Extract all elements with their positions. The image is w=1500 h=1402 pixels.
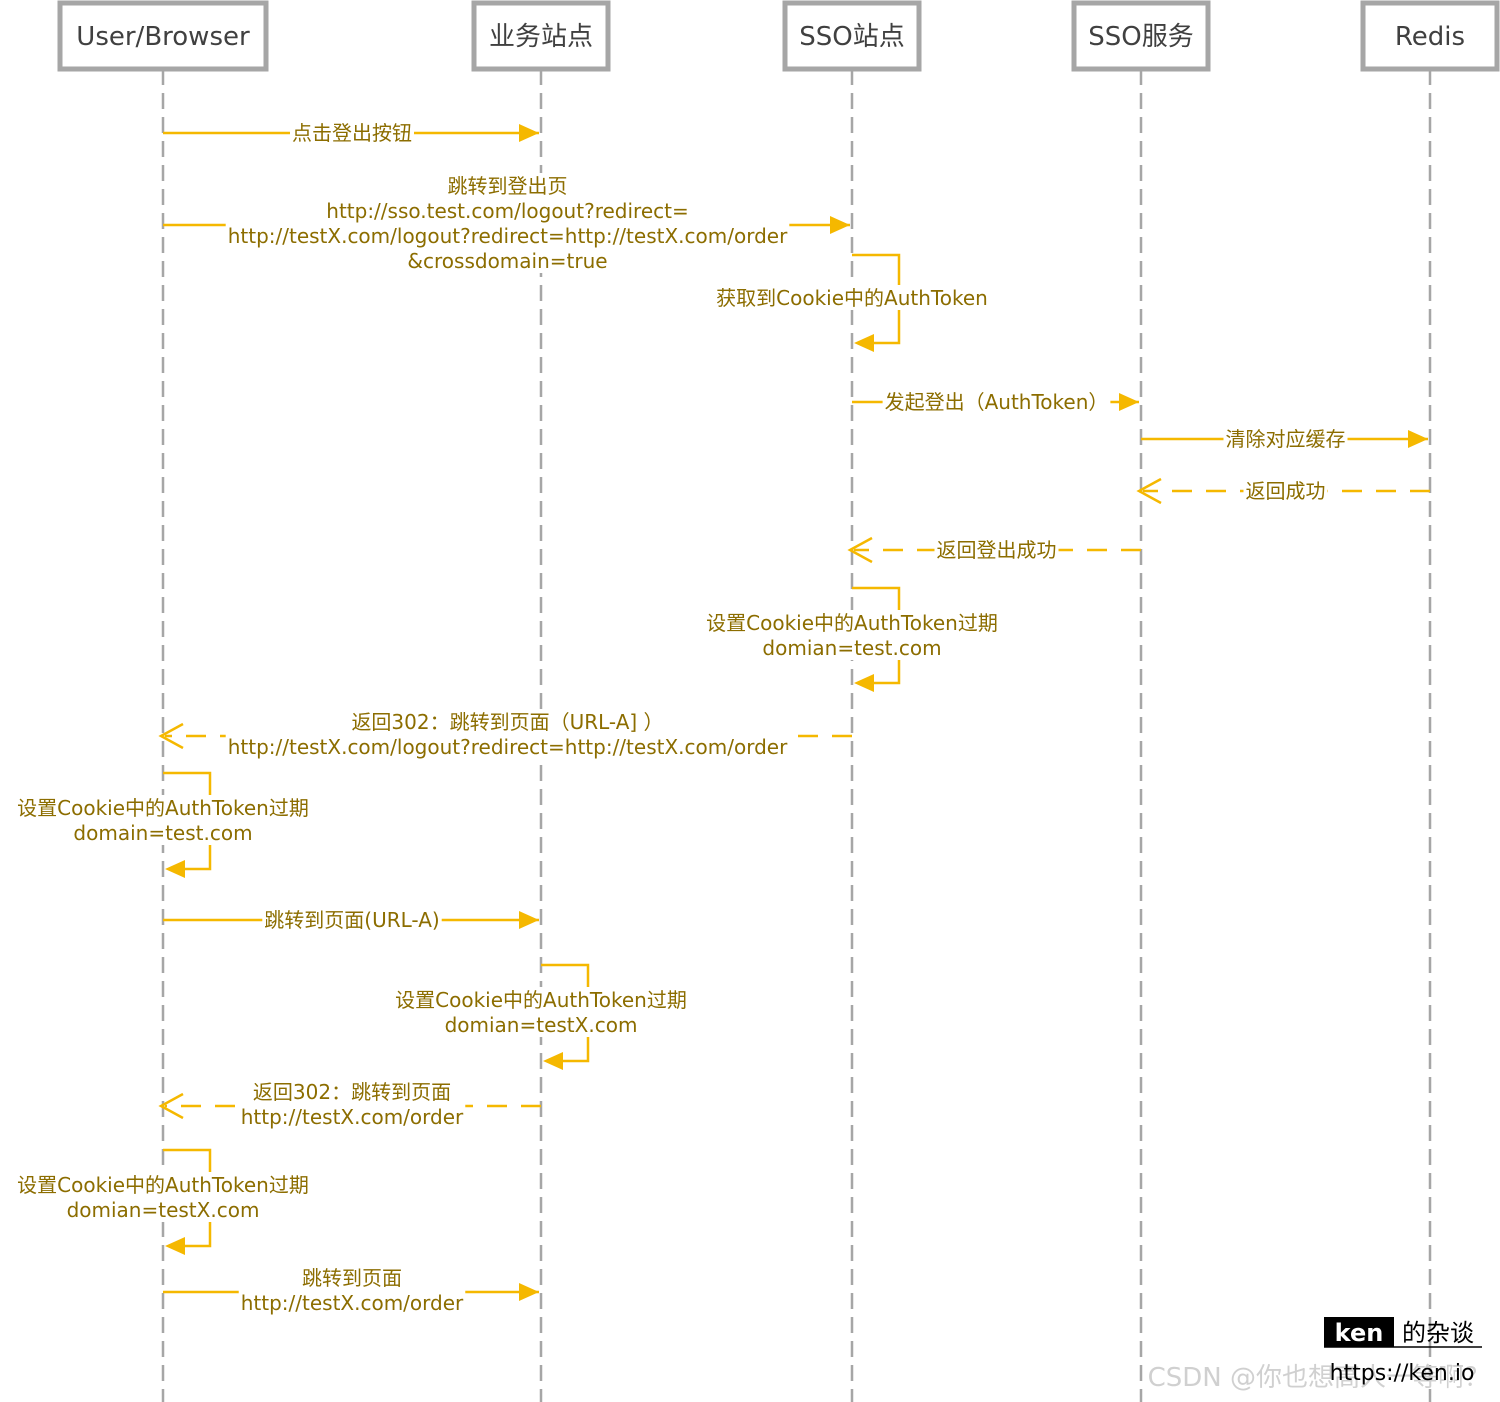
message-label-line: &crossdomain=true [407,249,607,273]
message-3: 获取到Cookie中的AuthToken [714,253,990,352]
csdn-watermark: CSDN @你也想高人一等啊？ [1148,1363,1490,1393]
arrow-head-open [1136,477,1162,505]
message-label-bg [290,120,414,145]
message-label-line: 设置Cookie中的AuthToken过期 [17,1173,309,1197]
message-2: 跳转到登出页http://sso.test.com/logout?redirec… [163,173,850,273]
participant-label: SSO站点 [799,22,904,52]
arrow-head-open [158,1092,184,1120]
message-label-line: 返回成功 [1246,479,1326,503]
message-label-line: 返回302：跳转到页面（URL-A] ） [351,710,663,734]
ken-logo-text: ken [1335,1319,1384,1347]
message-label-line: http://testX.com/logout?redirect=http://… [228,224,788,248]
message-label-bg [1223,426,1348,451]
message-label-line: domian=testX.com [445,1013,638,1037]
message-11: 跳转到页面(URL-A) [163,907,539,932]
arrow-head-solid [854,334,874,352]
message-label-line: 跳转到登出页 [448,174,568,198]
message-label-bg [15,1172,311,1222]
message-label-bg [238,1265,466,1315]
participant-box [57,0,269,72]
message-label-line: http://testX.com/logout?redirect=http://… [228,735,788,759]
arrow-head-solid [854,674,874,692]
message-7: 返回登出成功 [847,536,1141,564]
arrow-head-solid [519,911,539,929]
participant-label: Redis [1395,22,1465,52]
message-label-line: http://sso.test.com/logout?redirect= [326,199,688,223]
message-label-line: 设置Cookie中的AuthToken过期 [17,796,309,820]
message-label-line: http://testX.com/order [241,1105,464,1129]
message-label-bg [934,537,1059,562]
message-label-line: 返回302：跳转到页面 [253,1080,451,1104]
participant-biz: 业务站点 [471,0,611,72]
message-label-line: 设置Cookie中的AuthToken过期 [706,611,998,635]
watermark: CSDN @你也想高人一等啊？ ken 的杂谈 https://ken.io [1148,1317,1490,1393]
arrow-head-open [158,722,184,750]
message-label-line: 发起登出（AuthToken） [885,390,1109,414]
message-label-line: 跳转到页面 [302,1266,402,1290]
message-1: 点击登出按钮 [163,120,539,145]
message-label-bg [225,709,790,759]
participants: User/Browser 业务站点 SSO站点 SSO服务 Redis [57,0,1500,72]
arrow-head-solid [519,1283,539,1301]
participant-user: User/Browser [57,0,269,72]
participant-sso: SSO站点 [782,0,922,72]
message-5: 清除对应缓存 [1141,426,1428,451]
message-label-line: 清除对应缓存 [1226,427,1346,451]
participant-box [1071,0,1211,72]
message-label-bg [704,610,1000,660]
ken-logo-suffix: 的杂谈 [1402,1319,1474,1347]
message-label-line: domain=test.com [73,821,252,845]
message-label-line: domian=test.com [762,636,941,660]
message-6: 返回成功 [1136,477,1430,505]
message-9: 返回302：跳转到页面（URL-A] ）http://testX.com/log… [158,709,852,759]
message-label-bg [714,285,990,310]
arrow-head-solid [165,1237,185,1255]
participant-label: SSO服务 [1088,22,1193,52]
message-label-bg [882,389,1111,414]
arrow-head-solid [519,124,539,142]
message-label-bg [393,987,689,1037]
arrow-head-solid [543,1052,563,1070]
message-label-bg [262,907,442,932]
arrow-head-solid [1408,430,1428,448]
message-label-bg [238,1079,466,1129]
participant-label: User/Browser [76,22,250,52]
message-label-line: http://testX.com/order [241,1291,464,1315]
participant-ssosvc: SSO服务 [1071,0,1211,72]
message-label-bg [225,173,790,273]
message-label-bg [15,795,311,845]
message-label-line: 返回登出成功 [937,538,1057,562]
message-label-line: 跳转到页面(URL-A) [264,908,439,932]
ken-url: https://ken.io [1330,1361,1475,1386]
arrow-head-solid [830,216,850,234]
message-4: 发起登出（AuthToken） [852,389,1139,414]
participant-box [782,0,922,72]
ken-logo-box [1324,1317,1394,1347]
message-label-line: 点击登出按钮 [292,121,412,145]
message-label-line: 获取到Cookie中的AuthToken [716,286,988,310]
arrow-head-solid [165,860,185,878]
participant-redis: Redis [1360,0,1500,72]
arrow-head-open [847,536,873,564]
messages: 点击登出按钮跳转到登出页http://sso.test.com/logout?r… [15,120,1430,1315]
participant-box [471,0,611,72]
message-label-line: 设置Cookie中的AuthToken过期 [395,988,687,1012]
message-label-line: domian=testX.com [67,1198,260,1222]
message-label-bg [1243,478,1328,503]
participant-box [1360,0,1500,72]
arrow-head-solid [1119,393,1139,411]
participant-label: 业务站点 [489,22,593,52]
